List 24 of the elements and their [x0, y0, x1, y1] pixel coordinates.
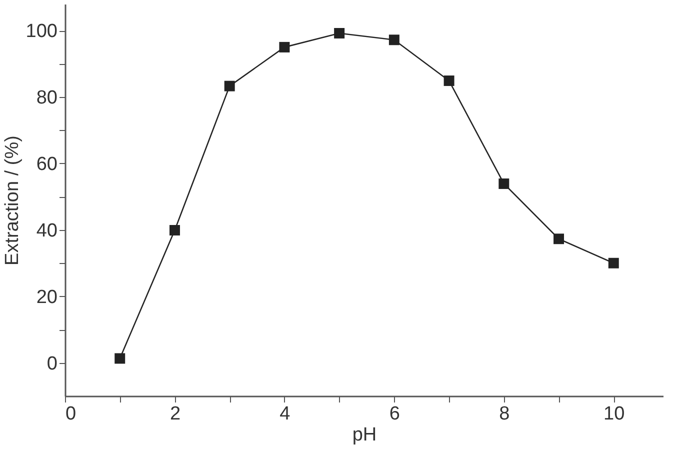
y-tick-label: 20 — [36, 286, 58, 308]
point — [114, 353, 126, 364]
x-tick-label: 6 — [389, 404, 400, 424]
x-tick-label: 2 — [170, 404, 181, 424]
x-tick-label: 0 — [66, 404, 76, 424]
point — [279, 42, 290, 52]
y-axis-title: Extraction / (%) — [2, 136, 23, 266]
point — [334, 28, 345, 38]
point — [608, 258, 619, 268]
point — [169, 224, 180, 236]
y-tick-label: 60 — [36, 154, 58, 175]
x-tick-label: 8 — [499, 404, 510, 424]
x-axis-title: pH — [352, 424, 377, 446]
point — [554, 234, 564, 244]
point — [444, 75, 454, 86]
x-tick-label: 10 — [604, 404, 625, 424]
x-tick-label: 4 — [280, 404, 291, 424]
point — [498, 178, 510, 189]
y-tick-label: 40 — [36, 220, 58, 242]
y-tick-label: 0 — [46, 353, 58, 374]
y-tick-label: 80 — [36, 88, 58, 109]
y-tick-label: 100 — [26, 21, 58, 42]
point — [388, 34, 400, 46]
point — [224, 80, 235, 92]
